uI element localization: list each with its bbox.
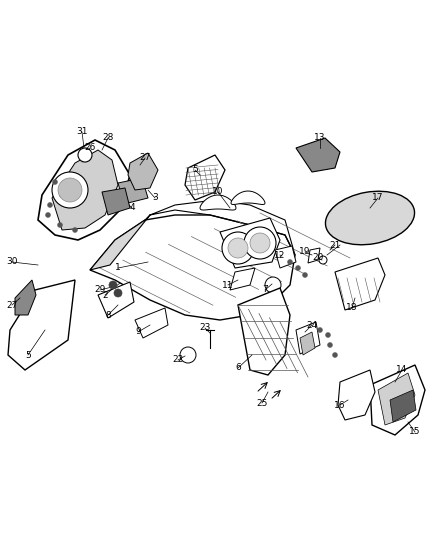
Text: 5: 5 — [192, 166, 198, 174]
Polygon shape — [390, 390, 416, 422]
Polygon shape — [231, 191, 265, 205]
Circle shape — [228, 238, 248, 258]
Polygon shape — [378, 373, 415, 425]
Text: 22: 22 — [173, 356, 184, 365]
Text: 8: 8 — [105, 311, 111, 319]
Circle shape — [250, 233, 270, 253]
Circle shape — [265, 277, 281, 293]
Circle shape — [78, 148, 92, 162]
Text: 1: 1 — [115, 263, 121, 272]
Polygon shape — [8, 280, 75, 370]
Text: 26: 26 — [84, 143, 95, 152]
Text: 31: 31 — [76, 127, 88, 136]
Text: 19: 19 — [299, 247, 311, 256]
Text: 9: 9 — [135, 327, 141, 336]
Circle shape — [73, 228, 78, 232]
Text: 25: 25 — [256, 399, 268, 408]
Polygon shape — [118, 178, 148, 204]
Polygon shape — [90, 215, 295, 320]
Text: 20: 20 — [312, 254, 324, 262]
Text: 27: 27 — [6, 301, 18, 310]
Circle shape — [244, 227, 276, 259]
Text: 24: 24 — [306, 320, 318, 329]
Polygon shape — [230, 268, 255, 290]
Circle shape — [287, 260, 293, 264]
Polygon shape — [296, 322, 320, 354]
Polygon shape — [52, 150, 118, 230]
Polygon shape — [338, 370, 375, 420]
Circle shape — [109, 281, 117, 289]
Text: 21: 21 — [329, 240, 341, 249]
Circle shape — [58, 178, 82, 202]
Text: 3: 3 — [152, 193, 158, 203]
Circle shape — [180, 347, 196, 363]
Text: 12: 12 — [274, 251, 286, 260]
Polygon shape — [296, 138, 340, 172]
Text: 27: 27 — [139, 154, 151, 163]
Polygon shape — [135, 308, 168, 338]
Polygon shape — [275, 246, 296, 268]
Polygon shape — [238, 288, 290, 375]
Text: 10: 10 — [212, 188, 224, 197]
Text: 5: 5 — [25, 351, 31, 359]
Text: 29: 29 — [94, 286, 106, 295]
Polygon shape — [128, 153, 158, 190]
Text: 18: 18 — [346, 303, 358, 312]
Text: 4: 4 — [129, 204, 135, 213]
Polygon shape — [220, 218, 280, 268]
Circle shape — [332, 352, 338, 358]
Ellipse shape — [325, 191, 414, 245]
Polygon shape — [300, 332, 315, 355]
Circle shape — [325, 333, 331, 337]
Polygon shape — [370, 365, 425, 435]
Text: 13: 13 — [314, 133, 326, 142]
Text: 2: 2 — [102, 290, 108, 300]
Circle shape — [296, 265, 300, 271]
Circle shape — [52, 172, 88, 208]
Polygon shape — [335, 258, 385, 310]
Text: 15: 15 — [409, 427, 421, 437]
Circle shape — [318, 327, 322, 333]
Circle shape — [114, 289, 122, 297]
Text: 30: 30 — [6, 257, 18, 266]
Polygon shape — [308, 248, 320, 263]
Circle shape — [319, 256, 327, 264]
Circle shape — [57, 222, 63, 228]
Text: 23: 23 — [199, 324, 211, 333]
Text: 16: 16 — [334, 400, 346, 409]
Text: 17: 17 — [372, 193, 384, 203]
Text: 6: 6 — [235, 364, 241, 373]
Circle shape — [60, 192, 64, 198]
Polygon shape — [98, 282, 134, 318]
Text: 11: 11 — [222, 280, 234, 289]
Circle shape — [46, 213, 50, 217]
Text: 14: 14 — [396, 366, 408, 375]
Circle shape — [222, 232, 254, 264]
Polygon shape — [90, 215, 150, 270]
Polygon shape — [38, 140, 130, 240]
Circle shape — [47, 203, 53, 207]
Polygon shape — [15, 280, 36, 315]
Polygon shape — [102, 188, 130, 215]
Circle shape — [53, 180, 57, 184]
Text: 7: 7 — [262, 286, 268, 295]
Polygon shape — [200, 195, 236, 210]
Polygon shape — [185, 155, 225, 200]
Circle shape — [328, 343, 332, 348]
Circle shape — [303, 272, 307, 278]
Text: 28: 28 — [102, 133, 114, 142]
